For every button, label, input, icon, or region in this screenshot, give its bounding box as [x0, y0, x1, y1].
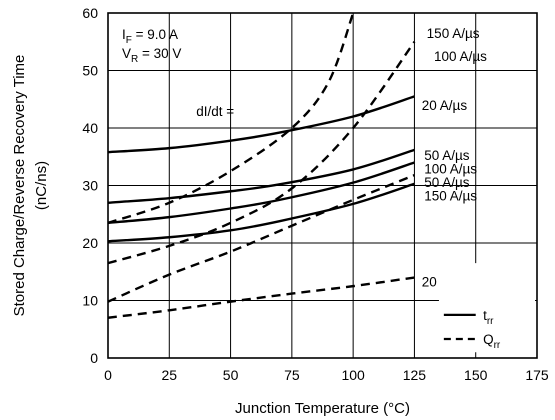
y-tick-label: 40	[82, 120, 98, 136]
series-trr-20-a-s	[108, 95, 415, 154]
grid	[108, 13, 537, 358]
plot-frame	[107, 12, 538, 359]
y-axis-title-line1: Stored Charge/Reverse Recovery Time	[11, 55, 28, 317]
series-qrr-150-a-s	[108, 13, 355, 225]
y-tick-label: 10	[82, 293, 98, 309]
x-axis-title: Junction Temperature (°C)	[235, 400, 410, 417]
legend-label-trr: trr	[483, 308, 494, 327]
series-qrr-20-a-s	[108, 276, 415, 319]
x-tick-label: 0	[104, 367, 112, 383]
didt-label: dI/dt =	[196, 104, 234, 119]
condition-current: IF = 9.0 A	[122, 27, 178, 46]
legend: trr Qrr	[438, 263, 535, 353]
x-tick-label: 75	[284, 367, 300, 383]
y-tick-label: 20	[82, 235, 98, 251]
x-tick-label: 150	[464, 367, 488, 383]
y-tick-label: 0	[90, 350, 98, 366]
x-tick-label: 100	[341, 367, 365, 383]
curve-label: 150 A/µs	[427, 26, 480, 41]
series-trr-150-a-s	[108, 182, 415, 243]
curve-label: 100 A/µs	[434, 49, 487, 64]
series-trr-50-a-s	[108, 148, 415, 204]
curve-label: 100 A/µs	[424, 161, 477, 176]
legend-label-qrr: Qrr	[483, 332, 501, 351]
y-axis-title-line2: (nC/ns)	[33, 161, 50, 210]
curve-label: 150 A/µs	[424, 188, 477, 203]
x-tick-label: 25	[161, 367, 177, 383]
y-tick-label: 50	[82, 63, 98, 79]
series-qrr-50-a-s	[108, 174, 415, 303]
legend-box	[438, 263, 535, 353]
curve-label: 50 A/µs	[424, 175, 470, 190]
condition-voltage: VR = 30 V	[122, 46, 181, 65]
curve-label: 20 A/µs	[422, 98, 468, 113]
x-tick-label: 175	[525, 367, 549, 383]
y-tick-label: 60	[82, 5, 98, 21]
curve-label: 50 A/µs	[424, 148, 470, 163]
axis-ticks: 0 25 50 75 100 125 150 175 0 10 20 30 40 50 60	[82, 5, 548, 383]
x-tick-label: 50	[223, 367, 239, 383]
x-tick-label: 125	[403, 367, 427, 383]
y-tick-label: 30	[82, 178, 98, 194]
series-trr-100-a-s	[108, 161, 415, 225]
series-qrr-100-a-s	[108, 41, 416, 265]
series-group	[108, 13, 416, 319]
